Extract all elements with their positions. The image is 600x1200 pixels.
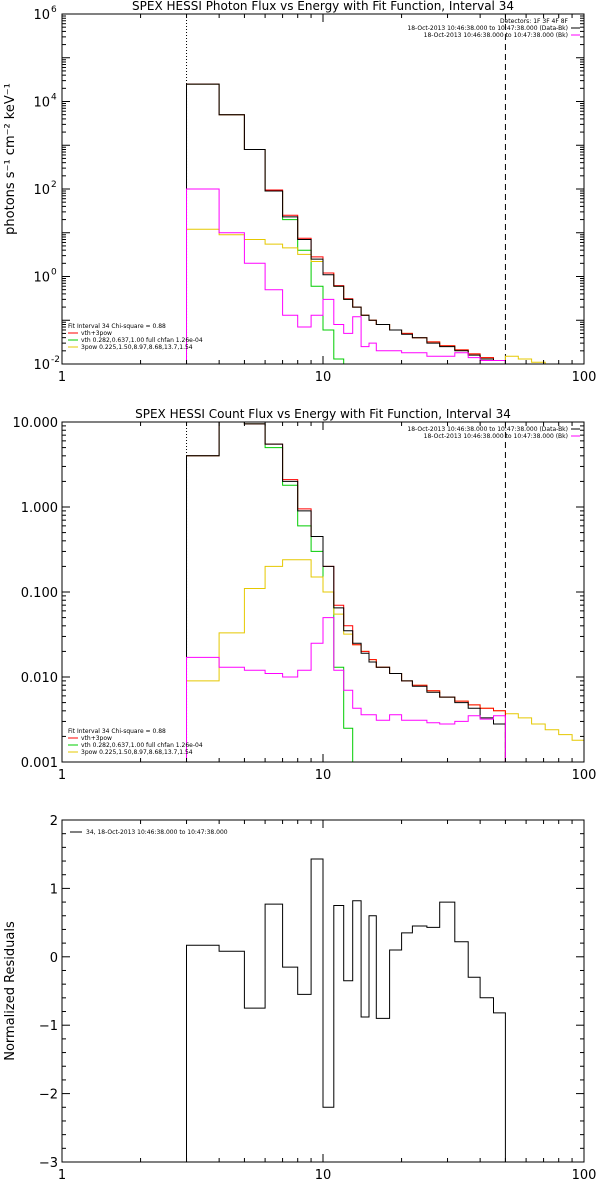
series-line-3 bbox=[186, 421, 506, 762]
x-tick-label: 10 bbox=[315, 1168, 332, 1183]
y-tick-label: 10 bbox=[33, 271, 50, 286]
legend-entry: 18-Oct-2013 10:46:38.000 to 10:47:38.000… bbox=[424, 32, 568, 39]
chart-title: SPEX HESSI Photon Flux vs Energy with Fi… bbox=[132, 0, 514, 13]
y-tick-label: 0.100 bbox=[21, 586, 58, 601]
series-line-4 bbox=[186, 421, 506, 762]
y-tick-label: 10 bbox=[33, 8, 50, 23]
y-tick-label: 10 bbox=[33, 96, 50, 111]
legend-entry: 3pow 0.225,1.50,8.97,8.68,13.7,1.54 bbox=[81, 749, 193, 756]
y-tick-label: 0 bbox=[50, 951, 58, 966]
legend-entry: vth+3pow bbox=[81, 330, 112, 337]
chart-panel-2: SPEX HESSI Count Flux vs Energy with Fit… bbox=[13, 407, 597, 783]
series-line-1 bbox=[186, 83, 353, 365]
x-tick-label: 1 bbox=[58, 768, 66, 783]
series-line-2 bbox=[186, 559, 585, 762]
y-tick-label: 0.001 bbox=[21, 756, 58, 771]
y-tick-exponent: 4 bbox=[51, 93, 57, 103]
legend-entry: Fit Interval 34 Chi-square = 0.88 bbox=[68, 323, 166, 330]
series-line-2 bbox=[186, 228, 559, 365]
y-tick-exponent: 0 bbox=[51, 268, 57, 278]
y-axis-label: photons s⁻¹ cm⁻² keV⁻¹ bbox=[3, 83, 18, 235]
y-tick-label: 10.000 bbox=[13, 416, 59, 431]
legend-entry: 18-Oct-2013 10:46:38.000 to 10:47:38.000… bbox=[407, 25, 568, 32]
y-tick-label: 1 bbox=[50, 882, 58, 897]
legend-entry: 18-Oct-2013 10:46:38.000 to 10:47:38.000… bbox=[407, 426, 568, 433]
legend-entry: 34, 18-Oct-2013 10:46:38.000 to 10:47:38… bbox=[86, 829, 228, 836]
series-line-5 bbox=[186, 188, 506, 364]
y-tick-exponent: 6 bbox=[51, 5, 57, 15]
y-tick-label: −1 bbox=[39, 1019, 58, 1034]
chart-panel-3: 1 10 100 −3 −2 −1 0 1 2 Normalized Residuals 34, 1… bbox=[3, 814, 596, 1183]
x-tick-label: 1 bbox=[58, 1168, 66, 1183]
y-tick-label: 1.000 bbox=[21, 501, 58, 516]
x-tick-label: 1 bbox=[58, 370, 66, 385]
series-line-3 bbox=[186, 83, 506, 364]
legend-entry: 3pow 0.225,1.50,8.97,8.68,13.7,1.54 bbox=[81, 344, 193, 351]
y-tick-label: 10 bbox=[33, 358, 50, 373]
x-tick-label: 100 bbox=[572, 1168, 597, 1183]
legend-entry: Fit Interval 34 Chi-square = 0.88 bbox=[68, 728, 166, 735]
y-axis-label: Normalized Residuals bbox=[3, 921, 18, 1061]
legend-entry: 18-Oct-2013 10:46:38.000 to 10:47:38.000… bbox=[424, 433, 568, 440]
x-tick-label: 100 bbox=[572, 370, 597, 385]
series-line-5 bbox=[186, 617, 506, 762]
legend-entry: vth 0.282,0.637,1.00 full chfan 1.26e-04 bbox=[81, 337, 203, 344]
chart-title: SPEX HESSI Count Flux vs Energy with Fit… bbox=[135, 407, 511, 421]
legend-entry: vth+3pow bbox=[81, 735, 112, 742]
y-tick-exponent: 2 bbox=[51, 180, 57, 190]
x-tick-label: 100 bbox=[572, 768, 597, 783]
y-tick-label: 10 bbox=[33, 183, 50, 198]
series-line-4 bbox=[186, 83, 506, 364]
legend-entry: Detectors: 1F 3F 4F 8F bbox=[500, 18, 569, 25]
series-line-1 bbox=[186, 858, 506, 1162]
y-tick-label: −3 bbox=[39, 1156, 58, 1171]
y-tick-label: −2 bbox=[39, 1088, 58, 1103]
chart-panel-1: SPEX HESSI Photon Flux vs Energy with Fi… bbox=[3, 0, 596, 385]
y-tick-exponent: -2 bbox=[51, 355, 60, 365]
x-tick-label: 10 bbox=[315, 768, 332, 783]
legend-entry: vth 0.282,0.637,1.00 full chfan 1.26e-04 bbox=[81, 742, 203, 749]
x-tick-label: 10 bbox=[315, 370, 332, 385]
y-tick-label: 0.010 bbox=[21, 671, 58, 686]
y-tick-label: 2 bbox=[50, 814, 58, 829]
